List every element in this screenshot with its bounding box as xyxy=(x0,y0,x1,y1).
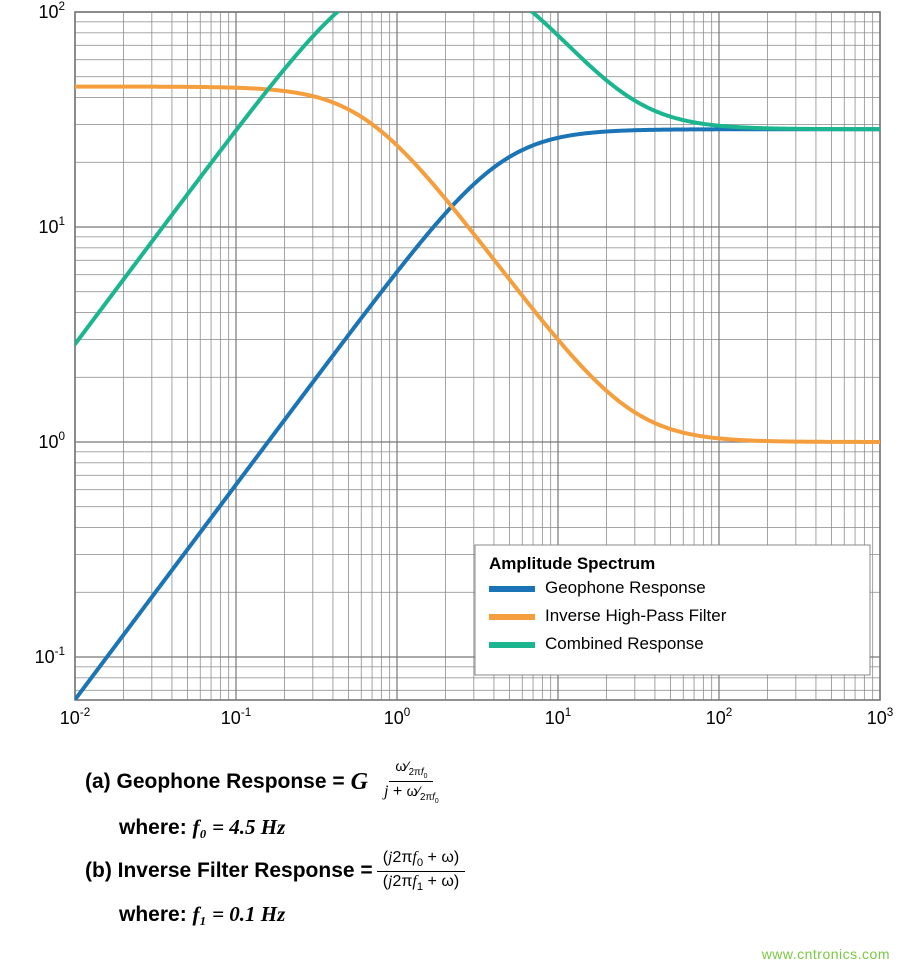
page: 10-2 10-1 100 101 102 103 10-1 100 101 102 Amplitu… xyxy=(0,0,900,968)
eq-b-frac: (j2πf0 + ω) (j2πf1 + ω) xyxy=(377,849,465,893)
svg-text:101: 101 xyxy=(38,215,65,237)
svg-text:102: 102 xyxy=(38,0,65,22)
eq-b-label: (b) Inverse Filter Response = xyxy=(85,855,373,887)
eq-b-num: (j2πf0 + ω) xyxy=(377,849,465,872)
chart: 10-2 10-1 100 101 102 103 10-1 100 101 102 Amplitu… xyxy=(0,0,900,750)
equations-block: (a) Geophone Response = G ω⁄2πf0 j + ω⁄2… xyxy=(85,758,469,937)
svg-text:10-2: 10-2 xyxy=(60,706,90,728)
legend-title: Amplitude Spectrum xyxy=(489,554,655,573)
eq-b: (b) Inverse Filter Response = (j2πf0 + ω… xyxy=(85,849,469,893)
watermark: www.cntronics.com xyxy=(762,946,890,962)
legend-swatch xyxy=(489,642,535,648)
svg-text:102: 102 xyxy=(706,706,733,728)
eq-a: (a) Geophone Response = G ω⁄2πf0 j + ω⁄2… xyxy=(85,758,469,806)
eq-a-den: j + ω⁄2πf0 xyxy=(378,782,445,805)
chart-svg: 10-2 10-1 100 101 102 103 10-1 100 101 102 Amplitu… xyxy=(0,0,900,750)
legend-swatch xyxy=(489,586,535,592)
svg-text:103: 103 xyxy=(867,706,894,728)
legend-item-label: Inverse High-Pass Filter xyxy=(545,606,727,625)
svg-text:100: 100 xyxy=(384,706,411,728)
eq-a-G: G xyxy=(351,764,368,800)
legend-item-label: Geophone Response xyxy=(545,578,706,597)
legend-swatch xyxy=(489,614,535,620)
eq-a-where: where: f₀ = 4.5 Hz xyxy=(119,812,469,844)
eq-a-num: ω⁄2πf0 xyxy=(389,758,433,782)
eq-b-where: where: f₁ = 0.1 Hz xyxy=(119,899,469,931)
legend: Amplitude Spectrum Geophone Response Inver… xyxy=(475,545,870,675)
svg-text:101: 101 xyxy=(545,706,572,728)
legend-item-label: Combined Response xyxy=(545,634,704,653)
eq-a-frac: ω⁄2πf0 j + ω⁄2πf0 xyxy=(378,758,445,806)
svg-text:10-1: 10-1 xyxy=(35,645,65,667)
eq-a-label: (a) Geophone Response = xyxy=(85,766,345,798)
eq-b-den: (j2πf1 + ω) xyxy=(377,872,465,894)
svg-text:100: 100 xyxy=(38,430,65,452)
svg-text:10-1: 10-1 xyxy=(221,706,251,728)
